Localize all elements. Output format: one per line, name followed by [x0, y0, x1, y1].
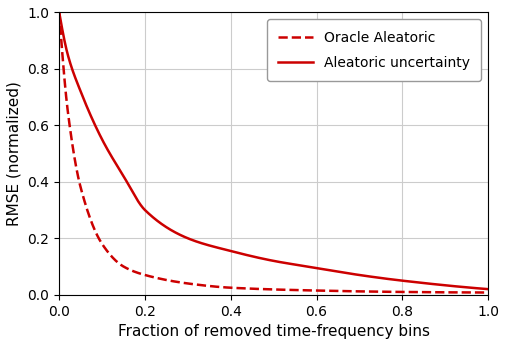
Line: Aleatoric uncertainty: Aleatoric uncertainty — [59, 12, 487, 289]
Aleatoric uncertainty — [393, 278, 399, 282]
Aleatoric uncertainty — [484, 287, 490, 291]
Oracle Aleatoric — [472, 290, 478, 294]
Legend: Oracle Aleatoric, Aleatoric uncertainty: Oracle Aleatoric, Aleatoric uncertainty — [267, 19, 480, 81]
Oracle Aleatoric — [253, 287, 259, 291]
Oracle Aleatoric — [78, 187, 84, 191]
Aleatoric uncertainty — [472, 286, 478, 290]
Oracle Aleatoric — [264, 287, 270, 291]
Y-axis label: RMSE (normalized): RMSE (normalized) — [7, 81, 22, 226]
Oracle Aleatoric — [393, 290, 399, 294]
Aleatoric uncertainty — [472, 286, 478, 290]
Oracle Aleatoric — [484, 290, 490, 294]
Aleatoric uncertainty — [253, 255, 259, 260]
Oracle Aleatoric — [56, 10, 62, 15]
X-axis label: Fraction of removed time-frequency bins: Fraction of removed time-frequency bins — [117, 324, 429, 339]
Aleatoric uncertainty — [56, 10, 62, 15]
Aleatoric uncertainty — [78, 91, 84, 95]
Oracle Aleatoric — [472, 290, 478, 294]
Aleatoric uncertainty — [264, 258, 270, 262]
Line: Oracle Aleatoric: Oracle Aleatoric — [59, 12, 487, 292]
